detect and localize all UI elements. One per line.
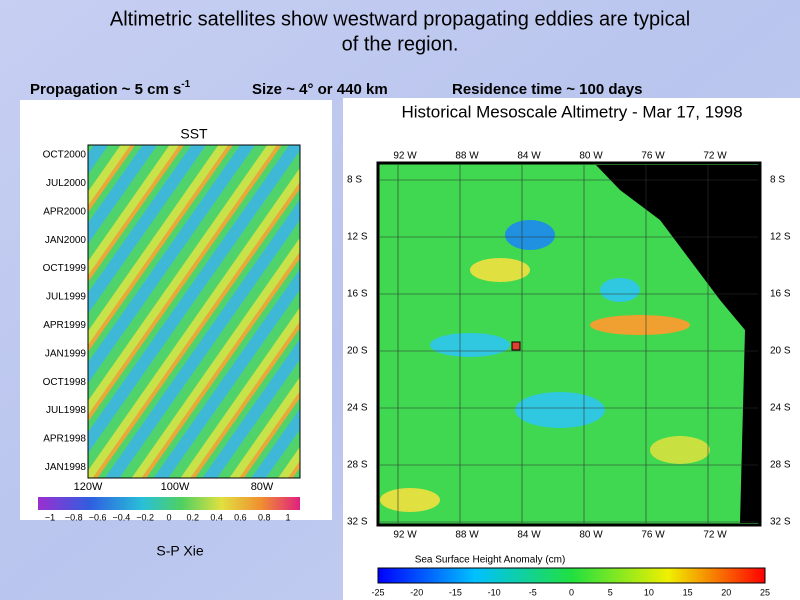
y-label: JAN2000 [45, 235, 87, 246]
colorbar-label: 25 [760, 587, 770, 597]
y-label: JAN1998 [45, 462, 87, 473]
y-label: JUL1998 [46, 405, 86, 416]
lon-label: 80 W [579, 530, 603, 541]
colorbar-label: −0.2 [136, 512, 154, 522]
colorbar-label: -15 [449, 587, 462, 597]
colorbar-label: -25 [371, 587, 384, 597]
colorbar [38, 497, 300, 510]
stat-text: Propagation ~ 5 cm s [30, 81, 181, 98]
lon-label: 92 W [393, 530, 417, 541]
lat-label: 12 S [770, 232, 791, 243]
colorbar-label: −0.8 [65, 512, 83, 522]
lon-label: 84 W [517, 151, 541, 162]
y-label: OCT1998 [43, 377, 87, 388]
lat-label: 28 S [770, 460, 791, 471]
y-label: APR2000 [43, 206, 86, 217]
lat-label: 8 S [347, 175, 362, 186]
colorbar-title: Sea Surface Height Anomaly (cm) [415, 555, 566, 566]
colorbar-label: 0.8 [258, 512, 271, 522]
colorbar-label: -20 [410, 587, 423, 597]
anomaly-blobs [380, 220, 710, 512]
colorbar-label: −1 [45, 512, 55, 522]
y-label: JUL2000 [46, 178, 86, 189]
lon-label: 72 W [703, 530, 727, 541]
lon-label: 72 W [703, 151, 727, 162]
colorbar-label: 5 [608, 587, 613, 597]
lat-label: 8 S [770, 175, 785, 186]
credit: S-P Xie [156, 543, 203, 559]
lat-label: 16 S [347, 289, 368, 300]
stat: Size ~ 4° or 440 km [252, 81, 388, 98]
sst-plot [87, 144, 301, 479]
lat-label: 20 S [770, 346, 791, 357]
lon-label: 88 W [455, 530, 479, 541]
colorbar [377, 567, 766, 584]
lon-label: 88 W [455, 151, 479, 162]
x-label: 100W [161, 481, 190, 493]
colorbar-label: −0.4 [113, 512, 131, 522]
lat-label: 32 S [770, 517, 791, 528]
lat-label: 16 S [770, 289, 791, 300]
colorbar-label: -5 [529, 587, 537, 597]
colorbar-label: 0 [166, 512, 171, 522]
colorbar-label: 0.6 [234, 512, 247, 522]
colorbar-label: -10 [488, 587, 501, 597]
lon-label: 92 W [393, 151, 417, 162]
lon-label: 80 W [579, 151, 603, 162]
lat-label: 12 S [347, 232, 368, 243]
lat-label: 28 S [347, 460, 368, 471]
colorbar-label: 20 [721, 587, 731, 597]
colorbar-label: −0.6 [89, 512, 107, 522]
colorbar-label: 1 [285, 512, 290, 522]
y-label: APR1999 [43, 320, 86, 331]
y-label: OCT1999 [43, 263, 87, 274]
lat-label: 20 S [347, 346, 368, 357]
colorbar-label: 15 [683, 587, 693, 597]
panel-title: Historical Mesoscale Altimetry - Mar 17,… [401, 102, 742, 121]
y-label: OCT2000 [43, 150, 87, 161]
colorbar-label: 10 [644, 587, 654, 597]
x-label: 80W [251, 481, 274, 493]
colorbar-label: 0 [569, 587, 574, 597]
lat-label: 24 S [347, 403, 368, 414]
stat: Residence time ~ 100 days [452, 81, 643, 98]
lon-label: 84 W [517, 530, 541, 541]
colorbar-label: 0.2 [187, 512, 200, 522]
slide-title: of the region. [342, 33, 459, 55]
lat-label: 24 S [770, 403, 791, 414]
x-label: 120W [74, 481, 103, 493]
slide-title: Altimetric satellites show westward prop… [110, 8, 690, 30]
y-label: JAN1999 [45, 348, 87, 359]
lon-label: 76 W [641, 151, 665, 162]
stat-sup: -1 [181, 79, 190, 90]
panel-title: SST [180, 126, 208, 142]
marker [511, 341, 521, 351]
lon-label: 76 W [641, 530, 665, 541]
land [596, 165, 760, 523]
colorbar-label: 0.4 [210, 512, 223, 522]
y-label: APR1998 [43, 434, 86, 445]
y-label: JUL1999 [46, 292, 86, 303]
lat-label: 32 S [347, 517, 368, 528]
stat: Propagation ~ 5 cm s-1 [30, 79, 191, 98]
